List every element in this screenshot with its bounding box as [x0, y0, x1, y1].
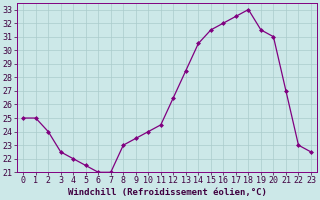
X-axis label: Windchill (Refroidissement éolien,°C): Windchill (Refroidissement éolien,°C)	[68, 188, 267, 197]
